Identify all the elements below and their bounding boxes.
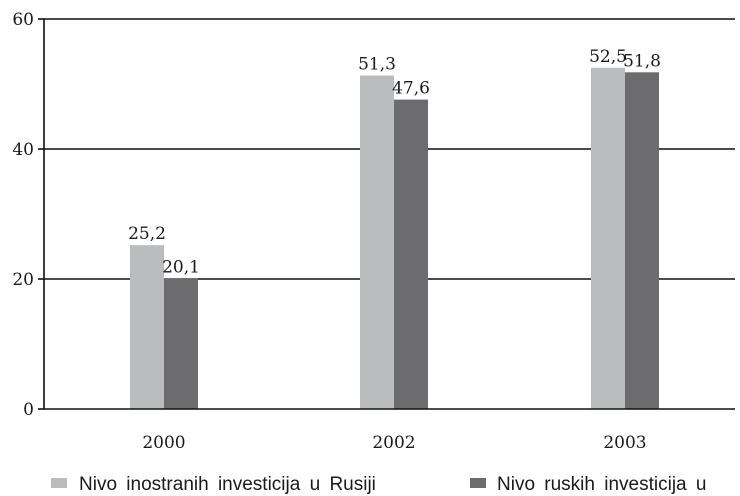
legend-swatch bbox=[51, 478, 67, 488]
y-tick-label: 0 bbox=[23, 400, 34, 420]
bar bbox=[360, 75, 394, 410]
x-tick-label: 2000 bbox=[142, 433, 185, 453]
data-labels: 25,2 20,1 51,3 47,6 52,551,8 bbox=[128, 47, 661, 278]
data-label: 25,2 bbox=[128, 224, 166, 244]
bar bbox=[625, 72, 659, 410]
bar bbox=[164, 278, 198, 409]
bar bbox=[591, 67, 625, 409]
data-label: 51,3 bbox=[358, 55, 396, 75]
x-tick-label: 2002 bbox=[372, 433, 415, 453]
y-tick-label: 40 bbox=[12, 140, 34, 160]
legend-swatch bbox=[470, 478, 486, 488]
y-tick-label: 60 bbox=[12, 10, 34, 30]
bar bbox=[130, 245, 164, 409]
legend-label: Nivo inostranih investicija u Rusiji bbox=[79, 474, 376, 495]
bars bbox=[130, 67, 659, 410]
data-label: 51,8 bbox=[623, 51, 661, 71]
bar bbox=[394, 99, 428, 409]
data-label: 52,5 bbox=[589, 47, 627, 67]
y-tick-label: 20 bbox=[12, 270, 34, 290]
data-label: 47,6 bbox=[392, 79, 430, 99]
axes: 0 20 40 60 2000 2002 2003 bbox=[12, 10, 735, 453]
x-tick-label: 2003 bbox=[603, 433, 646, 453]
data-label: 20,1 bbox=[162, 257, 200, 277]
legend-label: Nivo ruskih investicija u bbox=[497, 474, 706, 495]
legend: Nivo inostranih investicija u Rusiji Nivo… bbox=[51, 474, 706, 495]
